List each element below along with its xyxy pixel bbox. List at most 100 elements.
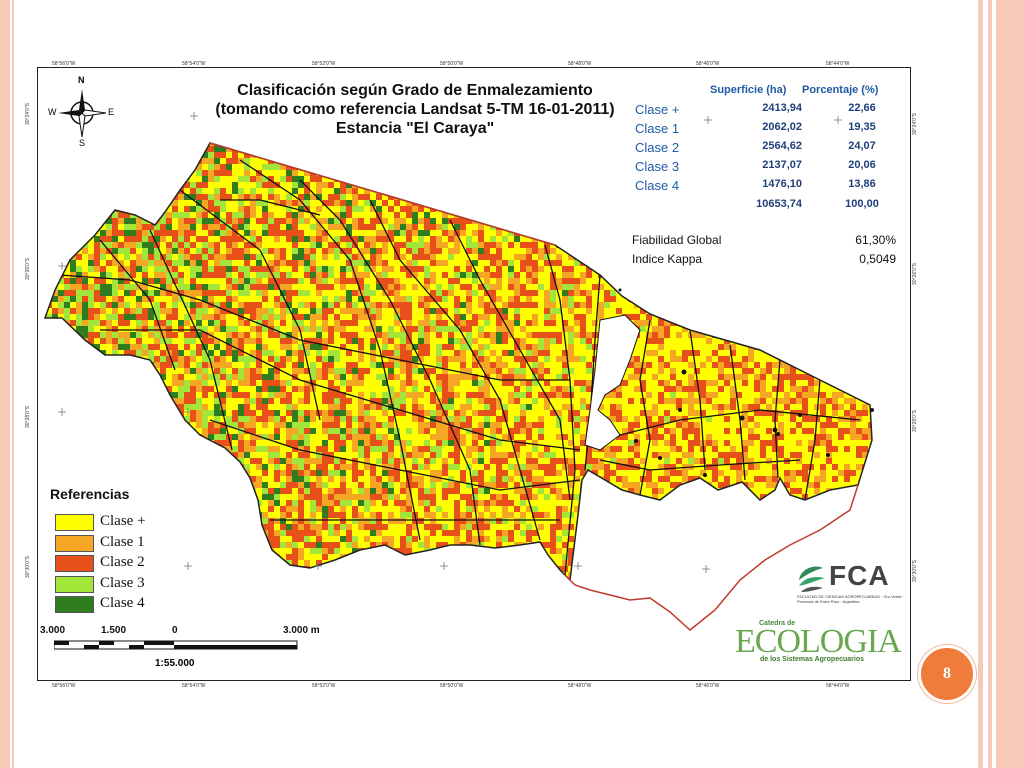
raster-cell [490,260,496,266]
raster-cell [502,143,508,146]
raster-cell [646,332,652,338]
raster-cell [292,200,298,206]
raster-cell [172,248,178,254]
raster-cell [700,224,706,230]
raster-cell [436,290,442,296]
raster-cell [430,194,436,200]
raster-cell [766,302,772,308]
raster-cell [118,200,124,206]
raster-cell [526,326,532,332]
raster-cell [184,326,190,332]
raster-cell [400,230,406,236]
raster-cell [214,350,220,356]
raster-cell [520,290,526,296]
raster-cell [850,326,856,332]
raster-cell [106,296,112,302]
raster-cell [400,188,406,194]
raster-cell [610,182,616,188]
raster-cell [598,236,604,242]
coord-top-3: 58°52'0"W [312,61,336,67]
raster-cell [370,260,376,266]
raster-cell [226,170,232,176]
raster-cell [526,170,532,176]
raster-cell [118,236,124,242]
raster-cell [118,308,124,314]
raster-cell [280,170,286,176]
raster-cell [178,344,184,350]
raster-cell [472,176,478,182]
raster-cell [400,170,406,176]
raster-cell [472,254,478,260]
raster-cell [214,248,220,254]
raster-cell [238,272,244,278]
raster-cell [688,302,694,308]
raster-cell [508,218,514,224]
raster-cell [688,290,694,296]
raster-cell [76,326,82,332]
raster-cell [484,260,490,266]
raster-cell [340,332,346,338]
raster-cell [220,224,226,230]
raster-cell [604,302,610,308]
raster-cell [328,248,334,254]
raster-cell [478,242,484,248]
raster-cell [406,212,412,218]
raster-cell [76,338,82,344]
raster-cell [406,176,412,182]
raster-cell [340,212,346,218]
raster-cell [70,158,76,164]
raster-cell [736,260,742,266]
raster-cell [460,326,466,332]
raster-cell [742,326,748,332]
raster-cell [130,188,136,194]
raster-cell [334,146,340,152]
raster-cell [430,350,436,356]
raster-cell [316,254,322,260]
raster-cell [622,188,628,194]
raster-cell [640,290,646,296]
raster-cell [142,194,148,200]
raster-cell [250,290,256,296]
raster-cell [214,254,220,260]
raster-cell [640,314,646,320]
raster-cell [568,143,574,146]
raster-cell [868,326,872,332]
raster-cell [394,302,400,308]
raster-cell [808,254,814,260]
raster-cell [250,338,256,344]
raster-cell [454,332,460,338]
raster-cell [778,344,784,350]
raster-cell [256,272,262,278]
raster-cell [682,278,688,284]
raster-cell [406,146,412,152]
raster-cell [178,278,184,284]
raster-cell [730,320,736,326]
raster-cell [352,350,358,356]
raster-cell [544,236,550,242]
raster-cell [676,290,682,296]
raster-cell [130,290,136,296]
slide-left-border-line [12,0,14,768]
raster-cell [652,284,658,290]
raster-cell [268,344,274,350]
raster-cell [64,326,70,332]
raster-cell [76,308,82,314]
raster-cell [442,182,448,188]
raster-cell [250,284,256,290]
raster-cell [520,308,526,314]
raster-cell [598,224,604,230]
raster-cell [364,146,370,152]
raster-cell [550,290,556,296]
coord-bottom-3: 58°52'0"W [312,683,336,689]
raster-cell [58,338,64,344]
raster-cell [370,338,376,344]
raster-cell [424,212,430,218]
raster-cell [310,230,316,236]
raster-cell [820,266,826,272]
raster-cell [418,248,424,254]
raster-cell [664,266,670,272]
raster-cell [274,320,280,326]
raster-cell [268,248,274,254]
raster-cell [136,194,142,200]
raster-cell [172,260,178,266]
